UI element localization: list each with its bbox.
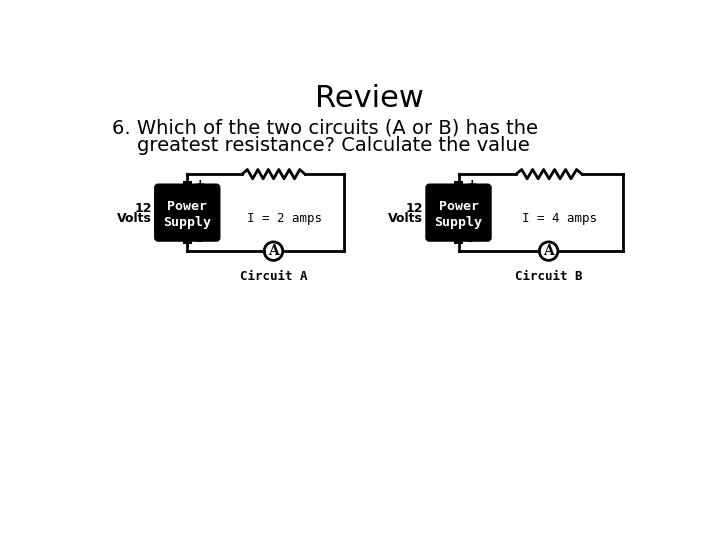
FancyBboxPatch shape — [426, 185, 490, 241]
Text: Supply: Supply — [434, 216, 482, 229]
Text: greatest resistance? Calculate the value: greatest resistance? Calculate the value — [112, 136, 529, 154]
Text: 12: 12 — [135, 201, 152, 214]
Bar — [183, 238, 192, 244]
Text: I = 4 amps: I = 4 amps — [522, 212, 597, 225]
Text: Review: Review — [315, 84, 423, 113]
Circle shape — [264, 242, 283, 260]
Circle shape — [539, 242, 558, 260]
Text: A: A — [543, 244, 554, 258]
Bar — [183, 181, 192, 187]
FancyBboxPatch shape — [155, 185, 220, 241]
Text: -: - — [467, 233, 472, 248]
Text: I = 2 amps: I = 2 amps — [247, 212, 322, 225]
Text: +: + — [467, 178, 477, 191]
Text: A: A — [268, 244, 279, 258]
Text: Volts: Volts — [388, 212, 423, 225]
Text: 6. Which of the two circuits (A or B) has the: 6. Which of the two circuits (A or B) ha… — [112, 119, 538, 138]
Text: -: - — [195, 233, 202, 248]
Text: Circuit A: Circuit A — [240, 269, 307, 282]
Text: Volts: Volts — [117, 212, 152, 225]
Text: 12: 12 — [406, 201, 423, 214]
Text: Power: Power — [438, 200, 479, 213]
Text: Power: Power — [167, 200, 207, 213]
Text: +: + — [195, 178, 206, 191]
Text: Circuit B: Circuit B — [515, 269, 582, 282]
Bar — [454, 181, 463, 187]
Bar — [454, 238, 463, 244]
Text: Supply: Supply — [163, 216, 211, 229]
